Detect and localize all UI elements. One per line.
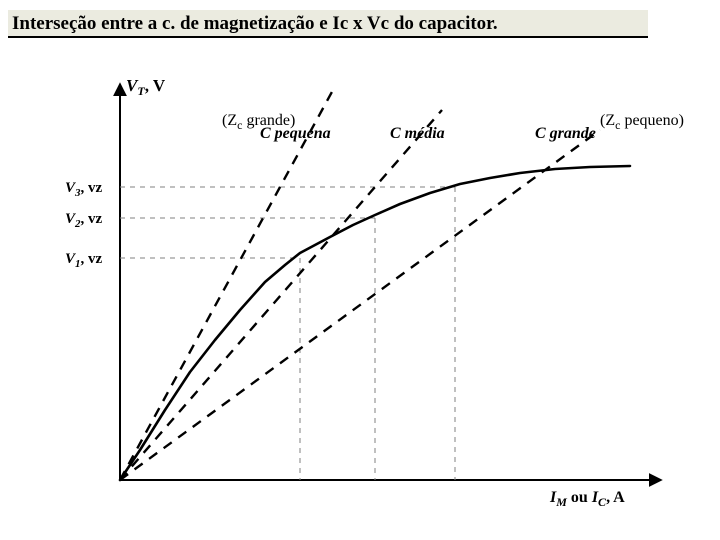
zc-pequeno-annot: (Zc pequeno) [600, 112, 684, 133]
chart-container: VT, VIM ou IC, AV1, vzV2, vzV3, vzC pequ… [60, 70, 680, 510]
title-text: Interseção entre a c. de magnetização e … [12, 13, 498, 34]
svg-text:V3, vz: V3, vz [65, 180, 103, 199]
svg-text:C grande: C grande [535, 125, 596, 142]
svg-text:VT, V: VT, V [126, 76, 166, 98]
chart-svg: VT, VIM ou IC, AV1, vzV2, vzV3, vzC pequ… [60, 70, 680, 510]
svg-text:V2, vz: V2, vz [65, 211, 103, 230]
title-bar: Interseção entre a c. de magnetização e … [8, 10, 648, 38]
svg-text:V1, vz: V1, vz [65, 251, 103, 270]
zc-grande-annot: (Zc grande) [222, 112, 295, 133]
svg-text:IM ou IC, A: IM ou IC, A [549, 489, 625, 509]
svg-text:C média: C média [390, 125, 445, 142]
